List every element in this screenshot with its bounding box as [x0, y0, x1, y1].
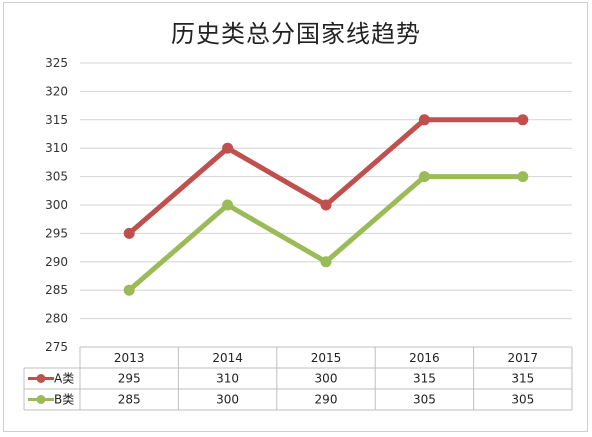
data-point: [123, 284, 135, 296]
chart-title: 历史类总分国家线趋势: [171, 20, 421, 48]
x-category-label: 2013: [114, 351, 145, 365]
data-table-cell: 285: [118, 393, 141, 407]
data-point: [517, 114, 529, 126]
data-point: [222, 142, 234, 154]
data-table-cell: 290: [315, 393, 338, 407]
y-tick-label: 315: [45, 113, 68, 127]
data-table-cell: 315: [413, 372, 436, 386]
data-table-cell: 315: [511, 372, 534, 386]
data-point: [320, 256, 332, 268]
data-point: [222, 199, 234, 211]
y-tick-label: 305: [45, 170, 68, 184]
x-category-label: 2016: [409, 351, 440, 365]
data-table-cell: 305: [413, 393, 436, 407]
data-point: [418, 171, 430, 183]
legend-label: A类: [54, 372, 74, 386]
data-table-cell: 295: [118, 372, 141, 386]
y-axis-ticks: 275 280 285 290 295 300 305 310 315 320 325: [45, 56, 68, 354]
y-tick-label: 325: [45, 56, 68, 70]
y-tick-label: 280: [45, 312, 68, 326]
y-tick-label: 295: [45, 226, 68, 240]
x-category-label: 2015: [311, 351, 342, 365]
y-tick-label: 320: [45, 84, 68, 98]
data-table-cell: 305: [511, 393, 534, 407]
x-category-label: 2014: [212, 351, 243, 365]
data-point: [517, 171, 529, 183]
y-tick-label: 290: [45, 255, 68, 269]
data-table-cell: 300: [216, 393, 239, 407]
series-lines: [123, 114, 529, 296]
y-tick-label: 275: [45, 340, 68, 354]
y-tick-label: 285: [45, 283, 68, 297]
y-tick-label: 300: [45, 198, 68, 212]
data-table-cell: 310: [216, 372, 239, 386]
data-point: [123, 227, 135, 239]
data-table-cell: 300: [315, 372, 338, 386]
legend-marker: [36, 395, 46, 404]
data-point: [418, 114, 430, 126]
data-point: [320, 199, 332, 211]
data-table: 2013 2014 2015 2016 2017 A类 295 310 300 315 315 B类 2…: [23, 346, 573, 411]
x-category-label: 2017: [508, 351, 539, 365]
legend-marker: [36, 374, 46, 383]
legend-label: B类: [54, 393, 74, 407]
chart-frame: [3, 2, 588, 432]
y-tick-label: 310: [45, 141, 68, 155]
